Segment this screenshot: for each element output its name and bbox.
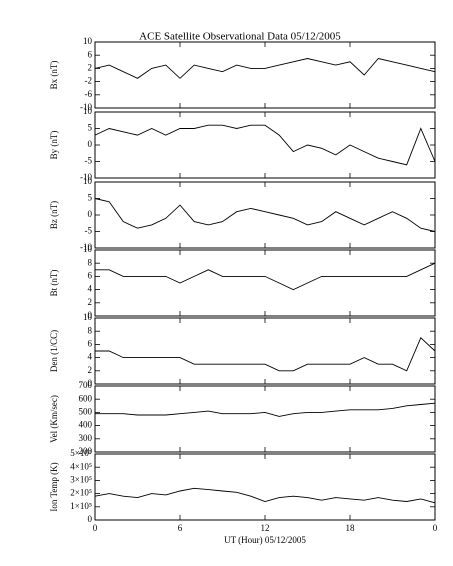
y-tick-label: -5	[85, 226, 93, 236]
y-tick-label: 0	[88, 310, 93, 320]
y-tick-label: 10	[83, 36, 93, 46]
y-tick-label: -2	[85, 76, 93, 86]
y-tick-label: 6	[88, 270, 93, 280]
x-tick-label: 0	[93, 523, 98, 533]
y-axis-label: Bz (nT)	[49, 201, 59, 229]
y-tick-label: -10	[80, 172, 92, 182]
panel-frame	[94, 317, 436, 385]
y-tick-label: 600	[79, 393, 93, 403]
y-tick-label: 10	[83, 244, 93, 254]
y-tick-label: 2×10⁵	[70, 488, 92, 498]
panel-frame	[94, 453, 436, 521]
data-line	[95, 337, 436, 372]
y-tick-label: 5	[88, 193, 93, 203]
data-line	[94, 487, 436, 504]
y-tick-label: 200	[79, 446, 93, 456]
panel-frame	[94, 181, 436, 249]
y-tick-label: 500	[79, 406, 93, 416]
x-tick-label: 12	[261, 523, 270, 533]
y-tick-label: 0	[88, 514, 93, 524]
y-tick-label: 8	[88, 257, 93, 267]
y-tick-label: 3×10⁵	[70, 474, 92, 484]
y-tick-label: 1×10⁵	[70, 501, 92, 511]
y-tick-label: 6	[88, 49, 93, 59]
chart-title: ACE Satellite Observational Data 05/12/2…	[139, 31, 341, 43]
panel-frame	[94, 41, 436, 109]
y-axis-label: Bx (nT)	[49, 61, 59, 90]
data-line	[94, 198, 436, 232]
y-tick-label: -10	[80, 102, 92, 112]
y-tick-label: 5×10⁵	[70, 448, 92, 458]
y-tick-label: 4	[88, 352, 93, 362]
y-axis-label: Den (1/CC)	[49, 330, 59, 372]
y-tick-label: 700	[79, 380, 93, 390]
panel-frame	[94, 111, 436, 179]
panel-frame	[94, 385, 436, 453]
x-axis-label: UT (Hour) 05/12/2005	[224, 535, 306, 545]
y-tick-label: 8	[88, 325, 93, 335]
y-tick-label: 400	[79, 420, 93, 430]
y-tick-label: 2	[88, 62, 93, 72]
y-tick-label: 10	[83, 176, 93, 186]
y-tick-label: -10	[80, 242, 92, 252]
data-line	[94, 124, 436, 166]
y-axis-label: Vel (Km/sec)	[49, 395, 59, 443]
y-tick-label: 10	[83, 312, 93, 322]
y-tick-label: 0	[88, 378, 93, 388]
y-axis-label: By (nT)	[49, 131, 59, 160]
y-axis-label: Bt (nT)	[49, 270, 59, 297]
data-line	[95, 262, 436, 291]
x-tick-label: 6	[178, 523, 183, 533]
y-tick-label: -6	[85, 89, 93, 99]
y-tick-label: 300	[79, 433, 93, 443]
y-tick-label: 6	[88, 338, 93, 348]
y-tick-label: 10	[83, 106, 93, 116]
y-tick-label: 4×10⁵	[70, 461, 92, 471]
x-tick-label: 18	[346, 523, 356, 533]
y-tick-label: 0	[88, 209, 93, 219]
x-tick-label: 0	[433, 523, 438, 533]
panel-frame	[94, 249, 436, 317]
y-tick-label: 0	[88, 139, 93, 149]
y-tick-label: 5	[88, 123, 93, 133]
data-line	[94, 57, 436, 79]
y-tick-label: 2	[88, 365, 93, 375]
y-tick-label: 4	[88, 284, 93, 294]
y-tick-label: -5	[85, 156, 93, 166]
data-line	[95, 402, 436, 417]
y-axis-label: Ion Temp (K)	[49, 462, 59, 511]
y-tick-label: 2	[88, 297, 93, 307]
